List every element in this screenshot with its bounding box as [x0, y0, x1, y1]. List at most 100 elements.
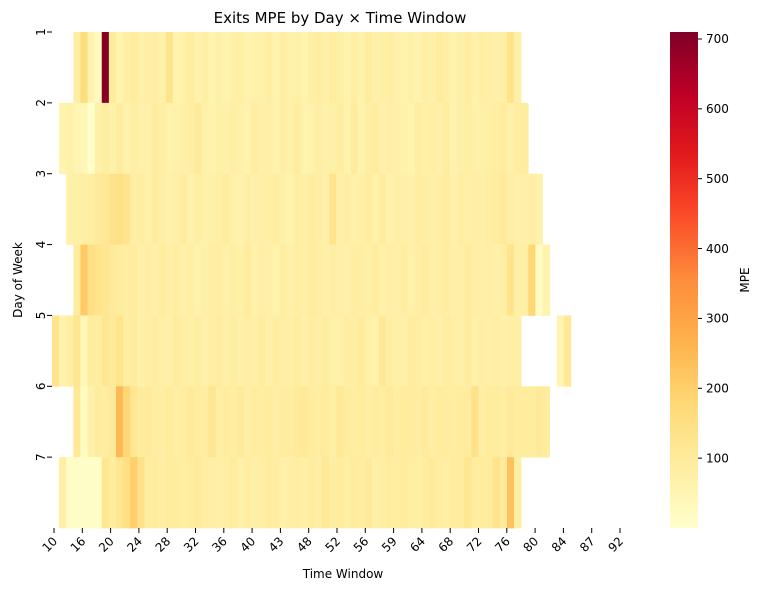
heatmap-cell [236, 244, 245, 316]
heatmap-cell [187, 315, 195, 387]
heatmap-cell [457, 457, 465, 529]
heatmap-cell [279, 173, 287, 245]
heatmap-cell [179, 386, 188, 458]
heatmap-cell [492, 244, 501, 316]
heatmap-cell [457, 32, 465, 104]
heatmap-cell [435, 386, 444, 458]
heatmap-cell [123, 102, 131, 175]
x-tick-label: 40 [238, 534, 259, 555]
x-tick-label: 92 [605, 534, 626, 555]
heatmap-cell [201, 173, 209, 245]
heatmap-cell [499, 315, 508, 387]
heatmap-cell [187, 386, 195, 458]
heatmap-cell [457, 386, 465, 458]
heatmap-cell [94, 173, 103, 245]
heatmap-cell [343, 386, 351, 458]
heatmap-cell [115, 102, 124, 175]
heatmap-cell [73, 315, 81, 387]
heatmap-cell [130, 173, 138, 245]
colorbar-tick-label: 100 [706, 451, 729, 465]
heatmap-cell [115, 386, 124, 458]
heatmap-cell [378, 32, 387, 104]
heatmap-cell [236, 457, 245, 529]
heatmap-cell [485, 102, 494, 175]
heatmap-cell [506, 32, 515, 104]
heatmap-cell [208, 102, 216, 175]
heatmap-cell [329, 315, 337, 387]
heatmap-cell [243, 244, 252, 316]
heatmap-cell [243, 173, 252, 245]
heatmap-cell [172, 102, 181, 175]
colorbar-tick-label: 200 [706, 381, 729, 395]
heatmap-cell [485, 315, 494, 387]
heatmap-cell [236, 386, 245, 458]
heatmap-cell [471, 457, 479, 529]
heatmap-cell [94, 315, 103, 387]
colorbar-label: MPE [738, 267, 752, 292]
heatmap-cell [123, 315, 131, 387]
heatmap-cell [357, 315, 366, 387]
heatmap-cell [307, 315, 316, 387]
y-tick-label: 5 [34, 312, 48, 320]
heatmap-cell [151, 173, 159, 245]
heatmap-cell [450, 244, 458, 316]
heatmap-cell [506, 244, 515, 316]
x-axis-label: Time Window [302, 567, 384, 581]
heatmap-cell [265, 386, 273, 458]
heatmap-cell [208, 32, 216, 104]
heatmap-cell [94, 386, 103, 458]
colorbar [670, 32, 698, 528]
heatmap-cell [151, 457, 159, 529]
heatmap-cell [350, 315, 359, 387]
heatmap-cell [350, 32, 359, 104]
heatmap-cell [535, 244, 543, 316]
heatmap-cell [400, 457, 408, 529]
heatmap-cell [421, 102, 430, 175]
heatmap-cell [471, 102, 479, 175]
heatmap-cell [464, 102, 472, 175]
heatmap-cell [115, 244, 124, 316]
heatmap-cell [442, 173, 451, 245]
heatmap-cell [236, 315, 245, 387]
heatmap-cell [442, 457, 451, 529]
heatmap-cell [364, 102, 373, 175]
heatmap-cell [293, 315, 302, 387]
heatmap-cell [407, 386, 415, 458]
heatmap-cell [158, 386, 167, 458]
heatmap-cell [506, 102, 515, 175]
heatmap-cell [265, 102, 273, 175]
heatmap-cell [471, 315, 479, 387]
heatmap-cell [364, 386, 373, 458]
heatmap-cell [258, 386, 266, 458]
heatmap-cell [315, 315, 323, 387]
heatmap-cell [421, 244, 430, 316]
heatmap-cell [286, 244, 295, 316]
heatmap-cell [343, 173, 351, 245]
heatmap-cell [464, 315, 472, 387]
x-tick-label: 72 [464, 534, 485, 555]
heatmap-cell [165, 173, 174, 245]
heatmap-cell [442, 244, 451, 316]
x-tick-label: 68 [436, 534, 457, 555]
heatmap-cell [492, 32, 501, 104]
heatmap-cell [542, 244, 550, 316]
heatmap-cell [115, 32, 124, 104]
heatmap-cell [322, 32, 330, 104]
heatmap-cell [307, 173, 316, 245]
heatmap-cell [187, 102, 195, 175]
heatmap-cell [499, 32, 508, 104]
heatmap-cell [450, 315, 458, 387]
heatmap-cell [499, 386, 508, 458]
heatmap-cell [428, 315, 437, 387]
heatmap-cell [94, 457, 103, 529]
heatmap-cell [371, 244, 380, 316]
heatmap-cell [428, 457, 437, 529]
heatmap-cell [279, 386, 287, 458]
heatmap-cell [158, 244, 167, 316]
heatmap-cell [80, 32, 88, 104]
heatmap-cell [386, 102, 394, 175]
heatmap-cell [215, 244, 223, 316]
heatmap-cell [101, 32, 110, 104]
heatmap-cell [371, 386, 380, 458]
heatmap-cell [258, 244, 266, 316]
